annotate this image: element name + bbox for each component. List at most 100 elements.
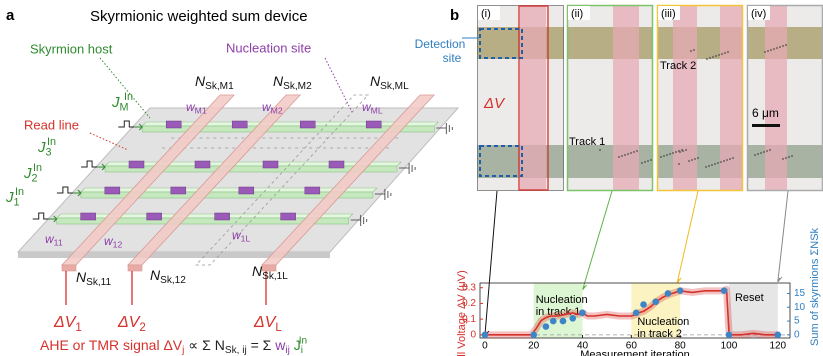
skyrmion-speck: [767, 50, 769, 52]
point: [640, 301, 647, 308]
page-body: { "panel_a": { "label": "a", "title": "S…: [0, 0, 823, 356]
weight-label: wM1: [186, 100, 207, 116]
pulse: [81, 161, 97, 167]
nucleation-pad: [300, 121, 315, 128]
point: [560, 318, 567, 325]
count-label-part: Sk,12: [160, 275, 186, 286]
skyrmion-speck: [723, 160, 725, 162]
equation-part: ∝ Σ: [184, 337, 214, 353]
nucleation-pad: [281, 213, 296, 220]
skyrmion-speck: [679, 151, 681, 153]
count-label-part: Sk,11: [86, 277, 111, 288]
track-image: [567, 27, 653, 59]
x-axis-label: Measurement iteration: [580, 349, 689, 356]
input-label-part: In: [124, 91, 133, 103]
weight-label-part: M1: [195, 106, 207, 116]
equation-part: i: [301, 345, 303, 356]
skyrmion-speck: [669, 153, 671, 155]
point: [543, 323, 550, 330]
skyrmion-speck: [690, 50, 692, 52]
weight-label-part: 1L: [241, 234, 251, 244]
equation-part: AHE or TMR signal: [40, 337, 163, 353]
x-tick-label: 120: [769, 341, 786, 352]
y2-tick-label: 0: [794, 329, 800, 340]
point: [569, 315, 576, 322]
panel-label: b: [450, 7, 459, 24]
y2-tick-label: 10: [794, 302, 806, 313]
skyrmion-speck: [647, 160, 649, 162]
frame-arrow: [677, 191, 698, 283]
skyrmion-speck: [666, 154, 668, 156]
skyrmion-speck: [763, 151, 765, 153]
skyrmion-speck: [685, 149, 687, 151]
skyrmion-speck: [709, 57, 711, 59]
skyrmion-speck: [621, 155, 623, 157]
point: [721, 287, 728, 294]
read-line-label: Read line: [24, 117, 79, 132]
point: [530, 332, 537, 339]
skyrmion-speck: [785, 44, 787, 46]
skyrmion-speck: [791, 155, 793, 157]
skyrmion-speck: [724, 52, 726, 54]
point: [633, 309, 640, 316]
detection-label: site: [443, 51, 462, 65]
read-line-image: [520, 5, 546, 191]
track-label: Track 1: [569, 136, 605, 148]
scale-bar: [752, 124, 780, 127]
chart: Nucleationin track 1Nucleationin track 2…: [456, 191, 821, 356]
frame-label: (iv): [751, 8, 766, 20]
skyrmion-speck: [711, 164, 713, 166]
skyrmion-speck: [688, 160, 690, 162]
read-line-image: [720, 5, 742, 191]
panel-title: Skyrmionic weighted sum device: [90, 8, 308, 25]
nucleation-pad: [81, 213, 96, 220]
skyrmion-speck: [757, 153, 759, 155]
input-label-part: 1: [14, 196, 20, 208]
nucleation-pad: [166, 121, 181, 128]
equation-part: = Σ: [247, 337, 276, 353]
host-label: Skyrmion host: [30, 41, 113, 56]
input-label-part: 2: [32, 172, 38, 184]
skyrmion-speck: [618, 156, 620, 158]
y-tick-label: 0: [470, 329, 476, 340]
read-line-image: [613, 5, 639, 191]
skyrmion-speck: [717, 162, 719, 164]
skyrmion-speck: [788, 156, 790, 158]
skyrmion-speck: [782, 45, 784, 47]
weight-label-part: M2: [271, 106, 283, 116]
skyrmion-speck: [770, 49, 772, 51]
skyrmion-speck: [729, 158, 731, 160]
nucleation-pad: [366, 121, 381, 128]
input-label-part: In: [15, 186, 24, 198]
count-label: NSk,11: [76, 269, 112, 288]
count-label: NSk,ML: [370, 73, 409, 92]
weight-label-part: 12: [113, 240, 123, 250]
x-tick-label: 20: [528, 341, 540, 352]
skyrmion-speck: [715, 55, 717, 57]
input-label: J3In: [37, 136, 56, 159]
nucleation-pad: [215, 213, 230, 220]
output-label-part: ΔV: [53, 314, 77, 331]
output-label-part: 1: [75, 322, 81, 334]
frame-label: (iii): [661, 8, 676, 20]
skyrmion-speck: [663, 155, 665, 157]
equation-part: Sk, ij: [225, 345, 247, 356]
y2-tick-label: 5: [794, 316, 800, 327]
frame-arrow: [583, 191, 612, 290]
read-line-image: [765, 5, 787, 191]
count-label-part: Sk,ML: [380, 81, 409, 92]
nucleation-pad: [129, 161, 144, 168]
skyrmion-speck: [720, 161, 722, 163]
output-label-part: ΔV: [117, 314, 141, 331]
leader: [325, 58, 352, 112]
skyrmion-speck: [630, 152, 632, 154]
track-label: Track 2: [660, 60, 696, 72]
input-label-part: In: [33, 162, 42, 174]
nucleation-label: Nucleation site: [226, 40, 311, 55]
skyrmion-speck: [599, 149, 601, 151]
skyrmion-speck: [766, 150, 768, 152]
read-line-front: [128, 265, 142, 271]
skyrmion-speck: [754, 154, 756, 156]
output-label: ΔV1: [53, 314, 82, 334]
micrographs: (i)(ii)(iii)(iv)ΔVTrack 1Track 26 μm: [462, 5, 823, 191]
